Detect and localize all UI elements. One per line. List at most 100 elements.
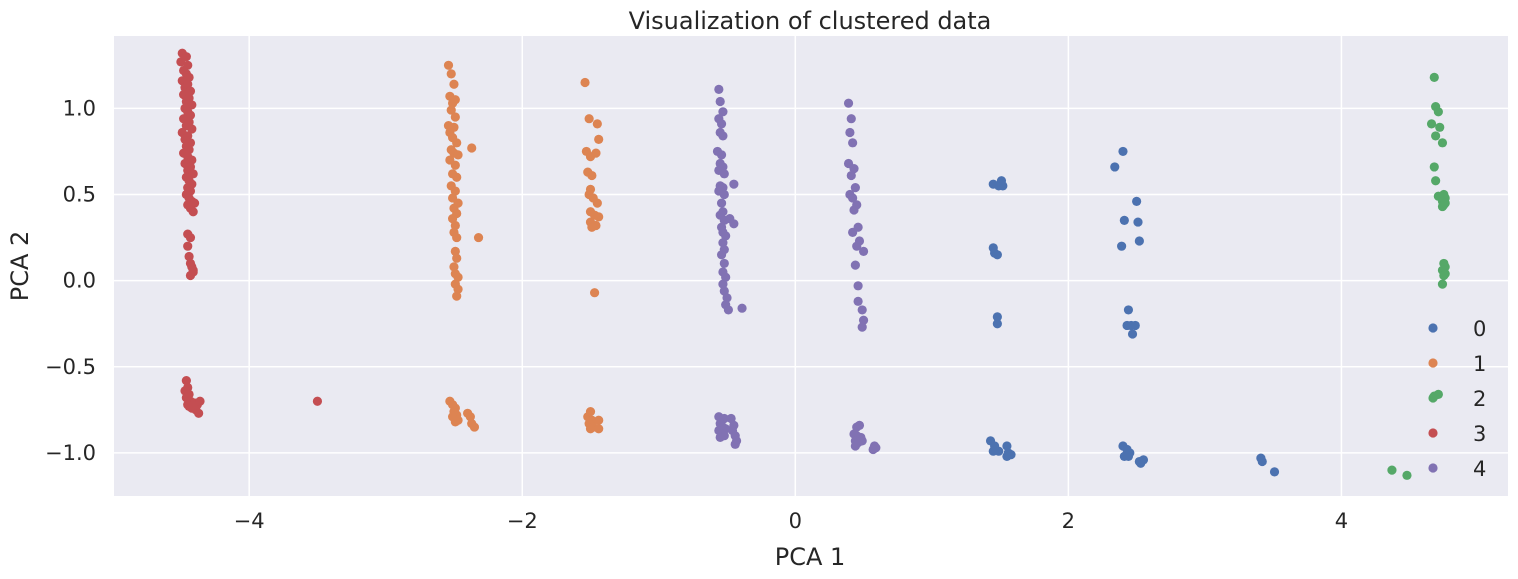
- data-point: [1123, 305, 1134, 315]
- plot-background: [114, 36, 1508, 496]
- data-point: [452, 232, 462, 243]
- y-axis-label: PCA 2: [6, 231, 34, 302]
- data-point: [1439, 270, 1449, 281]
- data-point: [184, 72, 194, 82]
- data-point: [715, 432, 725, 443]
- data-point: [184, 251, 194, 262]
- data-point: [1426, 119, 1437, 129]
- data-point: [722, 293, 732, 303]
- data-point: [585, 424, 596, 434]
- data-point: [719, 189, 729, 200]
- data-point: [1118, 146, 1128, 157]
- data-point: [1431, 131, 1441, 141]
- data-point: [852, 241, 862, 251]
- data-point: [443, 60, 454, 70]
- y-tick-label: −0.5: [45, 355, 96, 379]
- data-point: [185, 232, 196, 243]
- data-point: [176, 57, 186, 67]
- data-point: [1136, 458, 1146, 468]
- data-point: [450, 417, 460, 427]
- data-point: [721, 231, 731, 241]
- data-point: [1134, 236, 1144, 246]
- data-point: [719, 258, 729, 269]
- data-point: [854, 420, 865, 430]
- x-tick-label: 2: [1062, 509, 1075, 533]
- data-point: [450, 246, 460, 256]
- data-point: [450, 220, 460, 231]
- data-point: [1435, 122, 1445, 132]
- data-point: [587, 170, 597, 181]
- data-point: [850, 441, 860, 451]
- data-point: [188, 207, 198, 217]
- data-point: [718, 107, 728, 117]
- data-point: [1127, 329, 1138, 339]
- data-point: [452, 172, 462, 182]
- data-point: [1119, 215, 1129, 225]
- data-point: [868, 444, 878, 455]
- legend: 0 1 2 3 4: [1428, 317, 1486, 481]
- data-point: [1130, 320, 1140, 331]
- x-tick-label: 0: [789, 509, 802, 533]
- data-point: [1437, 279, 1448, 289]
- data-point: [469, 422, 480, 432]
- legend-marker: [1428, 428, 1438, 438]
- data-point: [846, 170, 856, 181]
- data-point: [448, 214, 458, 224]
- data-point: [1429, 72, 1439, 82]
- data-point: [580, 77, 590, 88]
- data-point: [449, 79, 459, 89]
- data-point: [737, 303, 747, 313]
- y-tick-label: 1.0: [63, 96, 96, 120]
- data-point: [594, 424, 604, 434]
- legend-label: 1: [1473, 352, 1486, 376]
- data-point: [446, 105, 456, 115]
- data-point: [312, 396, 323, 406]
- data-point: [857, 436, 867, 446]
- data-point: [715, 96, 725, 107]
- data-point: [716, 150, 727, 160]
- data-point: [188, 265, 198, 275]
- data-point: [992, 312, 1002, 322]
- data-point: [857, 322, 867, 332]
- data-point: [1122, 320, 1132, 331]
- data-point: [591, 148, 601, 158]
- data-point: [726, 413, 736, 424]
- x-tick-label: 4: [1335, 509, 1348, 533]
- data-point: [992, 250, 1002, 260]
- data-point: [718, 238, 728, 248]
- data-point: [848, 193, 858, 203]
- data-point: [1269, 467, 1280, 477]
- legend-label: 2: [1473, 387, 1486, 411]
- data-point: [1387, 465, 1397, 475]
- data-point: [716, 119, 727, 129]
- data-point: [719, 169, 729, 179]
- data-point: [185, 86, 196, 96]
- data-point: [719, 286, 729, 296]
- legend-marker: [1428, 463, 1438, 473]
- data-point: [449, 262, 459, 272]
- data-point: [848, 138, 858, 148]
- data-point: [853, 281, 863, 291]
- data-point: [849, 205, 859, 215]
- y-tick-label: 0.0: [63, 269, 96, 293]
- data-point: [858, 246, 869, 256]
- data-point: [994, 446, 1004, 456]
- legend-label: 0: [1473, 317, 1486, 341]
- legend-label: 3: [1473, 422, 1486, 446]
- data-points: [176, 48, 1450, 480]
- x-tick-label: −4: [234, 509, 265, 533]
- data-point: [1006, 450, 1016, 460]
- data-point: [845, 127, 855, 138]
- data-point: [446, 69, 456, 79]
- data-point: [587, 222, 597, 232]
- data-point: [594, 415, 604, 425]
- data-point: [467, 143, 477, 153]
- data-point: [592, 198, 602, 208]
- data-point: [858, 315, 869, 325]
- legend-marker: [1428, 323, 1438, 333]
- data-point: [1117, 241, 1127, 251]
- data-point: [857, 305, 867, 315]
- data-point: [452, 291, 462, 301]
- data-point: [730, 439, 740, 449]
